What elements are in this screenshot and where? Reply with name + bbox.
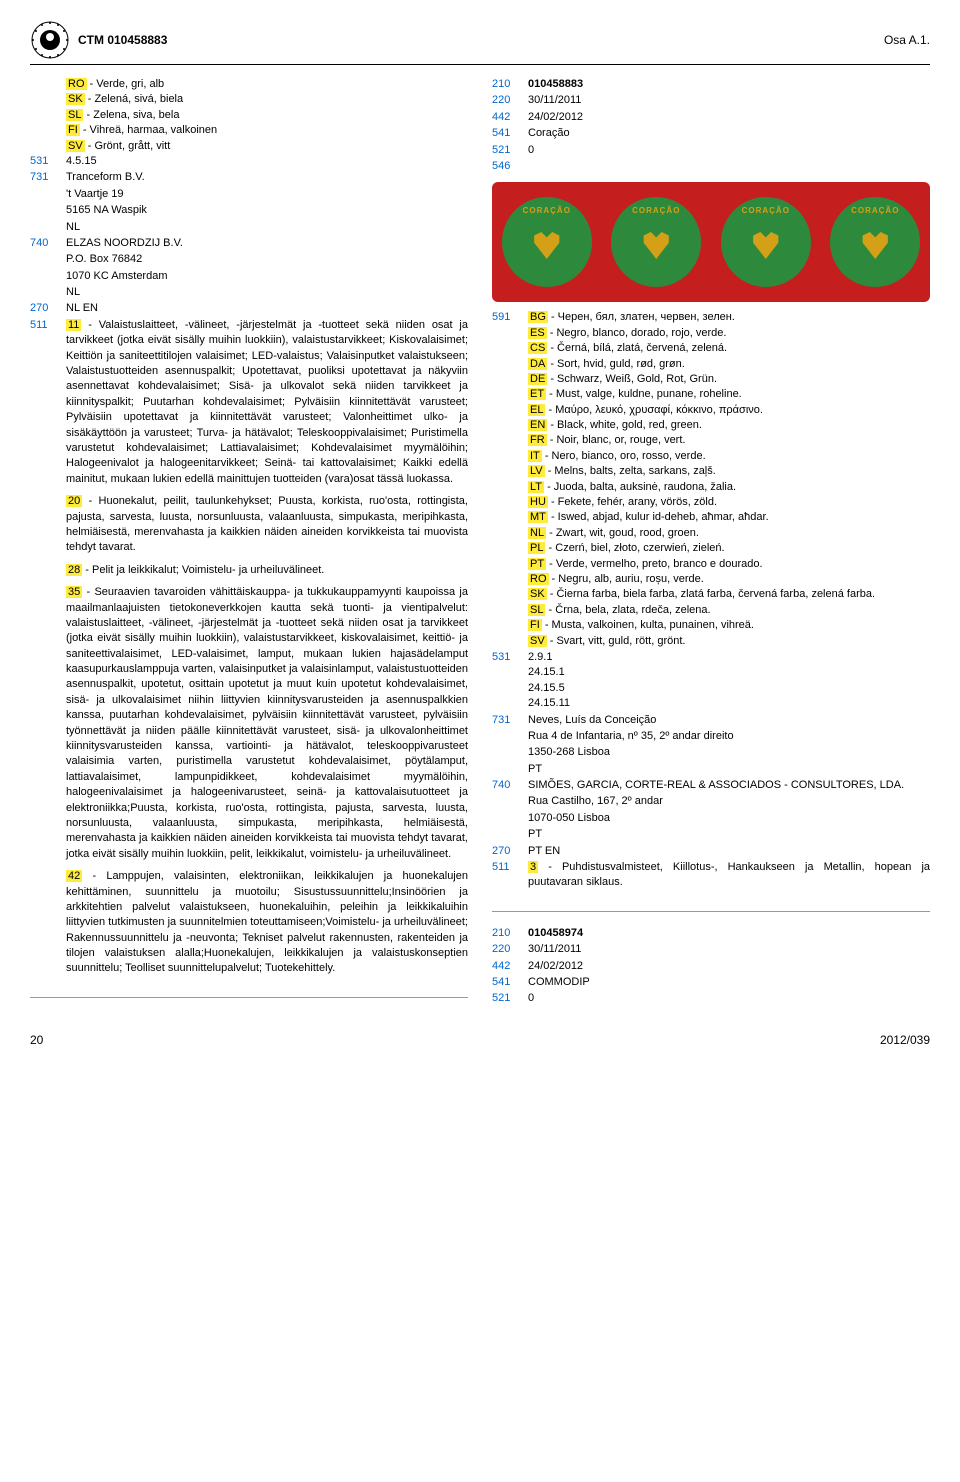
app-number: 010458883 [528,77,930,92]
field-code: 210 [492,77,528,92]
class-text: 28 - Pelit ja leikkikalut; Voimistelu- j… [66,563,468,578]
field-code: 442 [492,110,528,125]
vienna-codes: 2.9.124.15.124.15.524.15.11 [528,650,930,712]
field-value: 0 [528,143,930,158]
separator [492,911,930,912]
field-code: 731 [30,170,66,185]
representative-name: ELZAS NOORDZIJ B.V. [66,236,468,251]
right-column: 210010458883 22030/11/2011 44224/02/2012… [492,77,930,1012]
field-code: 541 [492,126,528,141]
date: 30/11/2011 [528,942,930,957]
representative-name: SIMÕES, GARCIA, CORTE-REAL & ASSOCIADOS … [528,778,930,793]
field-code: 521 [492,991,528,1006]
field-code: 210 [492,926,528,941]
ctm-number: CTM 010458883 [78,32,167,49]
date: 30/11/2011 [528,93,930,108]
trademark-image [492,182,930,302]
field-code: 541 [492,975,528,990]
page-number: 20 [30,1032,43,1049]
app-number: 010458974 [528,926,930,941]
colors-list: BG - Черен, бял, златен, червен, зелен.E… [528,310,930,649]
country: PT [528,827,930,842]
class-text: 20 - Huonekalut, peilit, taulunkehykset;… [66,494,468,556]
issue-number: 2012/039 [880,1032,930,1049]
field-value: 0 [528,991,930,1006]
country: NL [66,285,468,300]
field-code: 511 [492,860,528,897]
class-text: 42 - Lamppujen, valaisinten, elektroniik… [66,869,468,977]
address-line: 't Vaartje 19 [66,187,468,202]
address-line: 1350-268 Lisboa [528,745,930,760]
field-code: 220 [492,93,528,108]
field-code: 546 [492,159,528,174]
field-code: 270 [30,301,66,316]
field-code: 740 [492,778,528,793]
country: NL [66,220,468,235]
field-code: 521 [492,143,528,158]
field-code: 740 [30,236,66,251]
date: 24/02/2012 [528,110,930,125]
field-code: 531 [30,154,66,169]
country: PT [528,762,930,777]
mark-name: COMMODIP [528,975,930,990]
address-line: 1070-050 Lisboa [528,811,930,826]
applicant-name: Neves, Luís da Conceição [528,713,930,728]
address-line: Rua Castilho, 167, 2º andar [528,794,930,809]
address-line: P.O. Box 76842 [66,252,468,267]
languages: NL EN [66,301,468,316]
field-code: 270 [492,844,528,859]
languages: PT EN [528,844,930,859]
address-line: 1070 KC Amsterdam [66,269,468,284]
field-value: 4.5.15 [66,154,468,169]
applicant-name: Tranceform B.V. [66,170,468,185]
field-code: 531 [492,650,528,712]
page-footer: 20 2012/039 [30,1032,930,1049]
separator [30,997,468,998]
address-line: 5165 NA Waspik [66,203,468,218]
left-column: RO - Verde, gri, albSK - Zelená, sivá, b… [30,77,468,1012]
address-line: Rua 4 de Infantaria, nº 35, 2º andar dir… [528,729,930,744]
field-code: 511 [30,318,66,493]
eu-logo [30,20,70,60]
field-code: 591 [492,310,528,649]
date: 24/02/2012 [528,959,930,974]
field-code: 442 [492,959,528,974]
class-text: 11 - Valaistuslaitteet, -välineet, -järj… [66,318,468,487]
mark-name: Coração [528,126,930,141]
class-text: 35 - Seuraavien tavaroiden vähittäiskaup… [66,585,468,862]
field-code: 220 [492,942,528,957]
field-code: 731 [492,713,528,728]
section-label: Osa A.1. [884,32,930,49]
page-header: CTM 010458883 Osa A.1. [30,20,930,65]
class-text: 3 - Puhdistusvalmisteet, Kiillotus-, Han… [528,860,930,891]
